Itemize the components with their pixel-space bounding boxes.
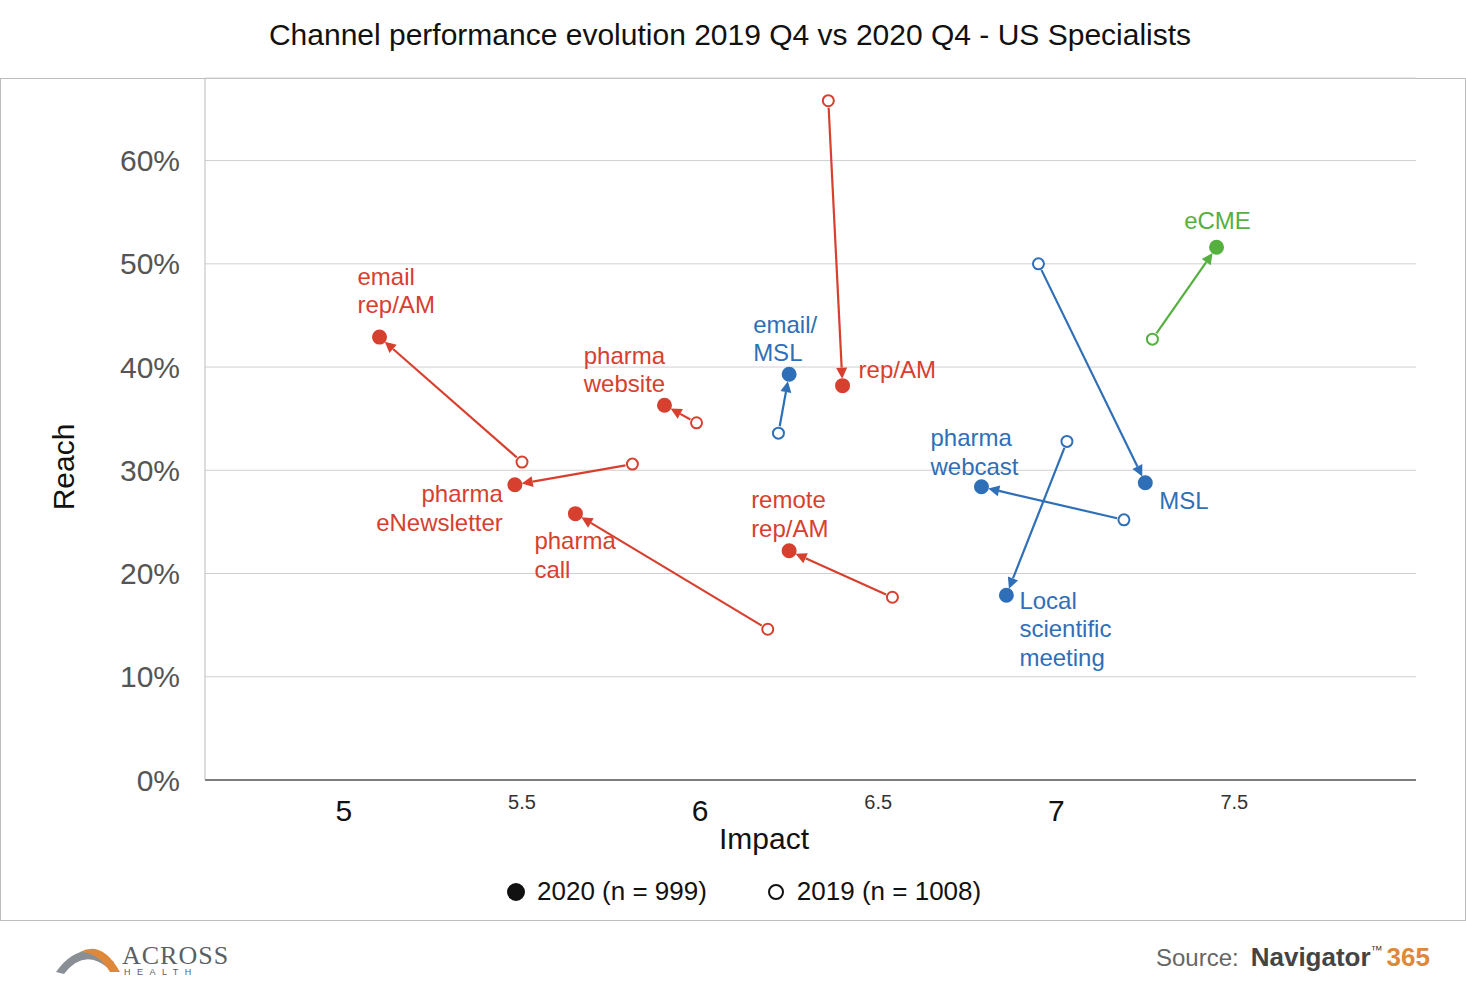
svg-text:5: 5: [336, 794, 353, 827]
svg-text:rep/AM: rep/AM: [358, 291, 435, 318]
svg-text:scientific: scientific: [1019, 615, 1111, 642]
html-text:2019 (n = 1008): 2019 (n = 1008): [796, 876, 982, 906]
svg-text:7.5: 7.5: [1220, 791, 1248, 813]
svg-text:20%: 20%: [120, 557, 180, 590]
svg-text:Local: Local: [1019, 587, 1076, 614]
svg-text:remote: remote: [751, 486, 826, 513]
svg-text:7: 7: [1048, 794, 1065, 827]
svg-text:pharma: pharma: [421, 480, 503, 507]
svg-text:MSL: MSL: [1159, 487, 1208, 514]
html-text:Channel performance evolution: Channel performance evolution 2019 Q4 vs…: [268, 18, 1192, 51]
svg-text:MSL: MSL: [753, 339, 802, 366]
svg-text:50%: 50%: [120, 247, 180, 280]
html-text:Navigator: Navigator: [1250, 942, 1371, 972]
svg-text:eNewsletter: eNewsletter: [376, 509, 503, 536]
svg-text:ACROSS: ACROSS: [122, 941, 229, 970]
html-text:Impact: Impact: [719, 822, 809, 855]
svg-text:rep/AM: rep/AM: [751, 515, 828, 542]
svg-text:5.5: 5.5: [508, 791, 536, 813]
svg-text:call: call: [534, 556, 570, 583]
svg-text:6: 6: [692, 794, 709, 827]
svg-text:0%: 0%: [137, 764, 180, 797]
svg-text:website: website: [583, 370, 665, 397]
svg-text:40%: 40%: [120, 351, 180, 384]
html-text:2020 (n = 999): 2020 (n = 999): [537, 876, 707, 906]
html-text:365: 365: [1386, 942, 1430, 972]
svg-text:HEALTH: HEALTH: [124, 967, 198, 977]
svg-text:rep/AM: rep/AM: [859, 356, 936, 383]
svg-text:10%: 10%: [120, 660, 180, 693]
html-text:Source:: Source:: [1156, 944, 1239, 971]
svg-text:pharma: pharma: [534, 527, 616, 554]
svg-text:pharma: pharma: [930, 424, 1012, 451]
svg-text:meeting: meeting: [1019, 644, 1104, 671]
svg-text:eCME: eCME: [1184, 207, 1251, 234]
svg-text:pharma: pharma: [584, 342, 666, 369]
svg-text:6.5: 6.5: [864, 791, 892, 813]
svg-text:60%: 60%: [120, 144, 180, 177]
svg-text:webcast: webcast: [929, 453, 1018, 480]
svg-text:email/: email/: [753, 311, 817, 338]
svg-text:Reach: Reach: [47, 424, 80, 511]
svg-text:email: email: [358, 263, 415, 290]
svg-text:30%: 30%: [120, 454, 180, 487]
